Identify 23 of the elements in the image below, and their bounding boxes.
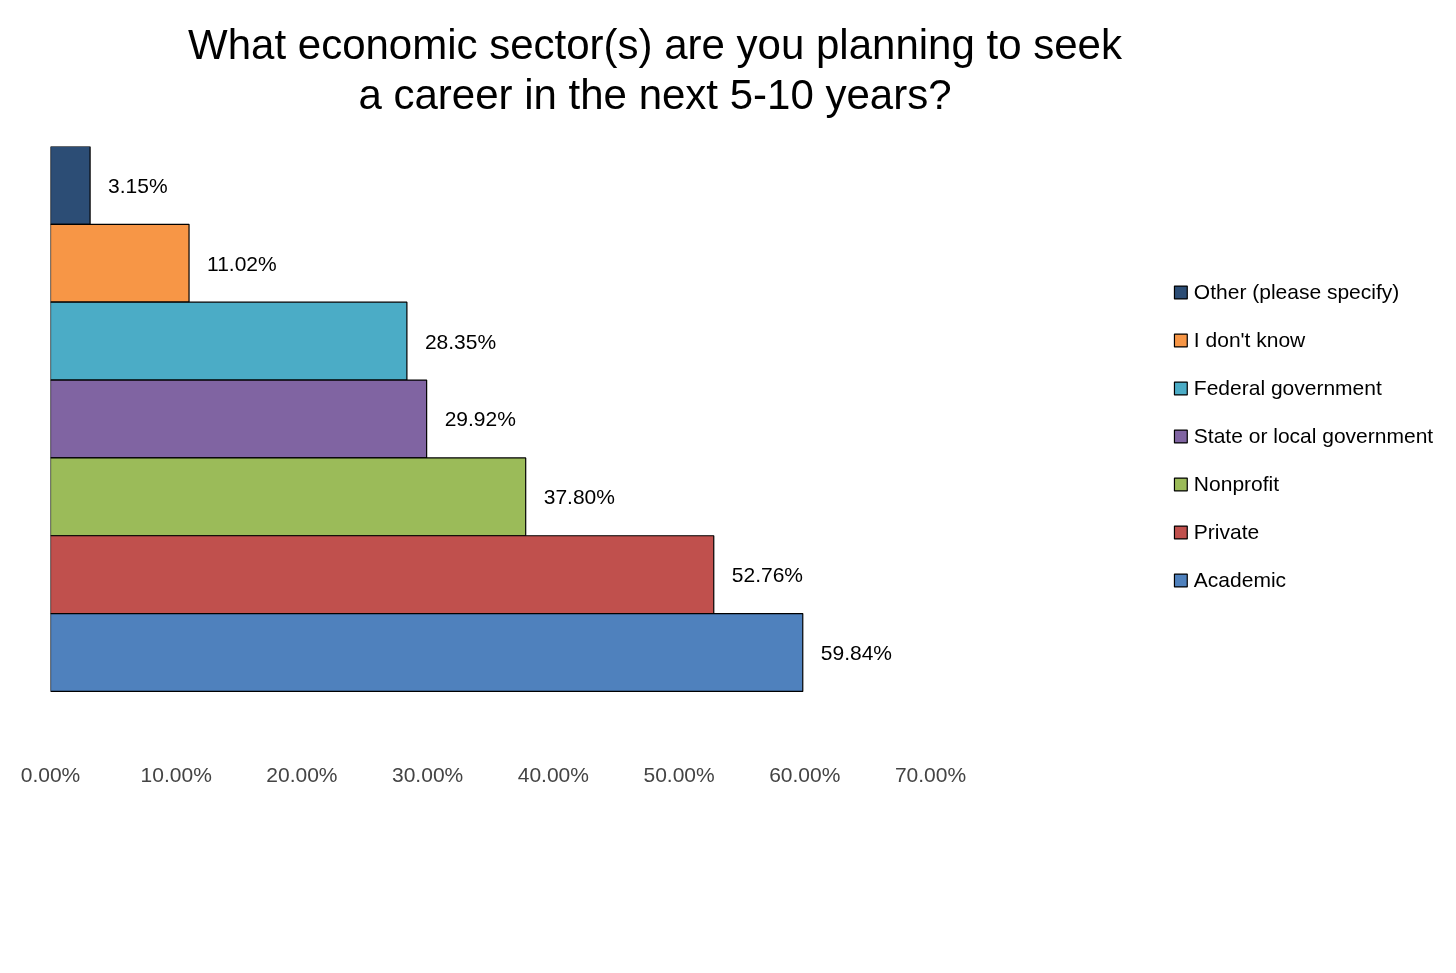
legend-label: I don't know [1193, 327, 1306, 352]
x-tick-label: 10.00% [140, 762, 212, 786]
data-label: 3.15% [108, 173, 168, 197]
chart-title: What economic sector(s) are you planning to seek a career in the next 5-10 years? [188, 20, 1122, 121]
x-tick-label: 50.00% [643, 762, 715, 786]
data-label: 52.76% [731, 562, 803, 586]
data-label: 28.35% [424, 329, 497, 353]
legend-label: Federal government [1193, 375, 1382, 400]
legend-label: State or local government [1193, 423, 1434, 448]
data-label: 11.02% [207, 251, 277, 275]
x-tick-label: 60.00% [769, 762, 841, 786]
x-tick-label: 20.00% [266, 762, 338, 786]
x-tick-label: 0.00% [20, 762, 81, 786]
data-label: 59.84% [820, 640, 893, 664]
data-label: 29.92% [444, 407, 516, 431]
legend-label: Private [1193, 519, 1260, 544]
x-tick-label: 30.00% [392, 762, 464, 786]
legend-label: Other (please specify) [1193, 279, 1400, 304]
x-tick-label: 70.00% [894, 762, 967, 786]
x-tick-label: 40.00% [517, 762, 589, 786]
legend-label: Academic [1193, 567, 1287, 592]
data-label: 37.80% [543, 485, 615, 509]
legend-label: Nonprofit [1193, 471, 1280, 496]
